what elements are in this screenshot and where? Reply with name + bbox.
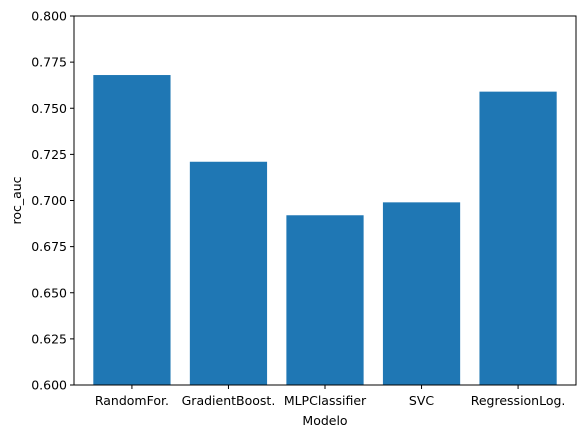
y-tick-label: 0.775: [31, 55, 67, 70]
x-tick-label: RegressionLog.: [471, 393, 566, 408]
bar-svc: [382, 202, 461, 385]
x-axis-ticks: RandomFor. GradientBoost. MLPClassifier SVC…: [95, 385, 566, 408]
bar-gradientboost: [189, 161, 268, 385]
y-tick-label: 0.750: [31, 101, 67, 116]
y-tick-label: 0.675: [31, 239, 67, 254]
x-tick-label: SVC: [409, 393, 434, 408]
x-tick-label: RandomFor.: [95, 393, 169, 408]
y-tick-label: 0.650: [31, 285, 67, 300]
bars-group: [93, 75, 557, 386]
y-tick-label: 0.725: [31, 147, 67, 162]
y-axis-label: roc_auc: [9, 176, 24, 224]
x-axis-label: Modelo: [302, 413, 347, 428]
y-tick-label: 0.600: [31, 378, 67, 393]
bar-mlpclassifier: [286, 215, 364, 385]
bar-randomfor: [93, 75, 171, 385]
y-axis-ticks: 0.600 0.625 0.650 0.675 0.700 0.725 0.750 0.775…: [31, 9, 74, 393]
bar-regressionlog: [479, 91, 557, 386]
x-tick-label: MLPClassifier: [284, 393, 367, 408]
y-tick-label: 0.625: [31, 331, 67, 346]
y-tick-label: 0.800: [31, 9, 67, 24]
y-tick-label: 0.700: [31, 193, 67, 208]
x-tick-label: GradientBoost.: [182, 393, 276, 408]
